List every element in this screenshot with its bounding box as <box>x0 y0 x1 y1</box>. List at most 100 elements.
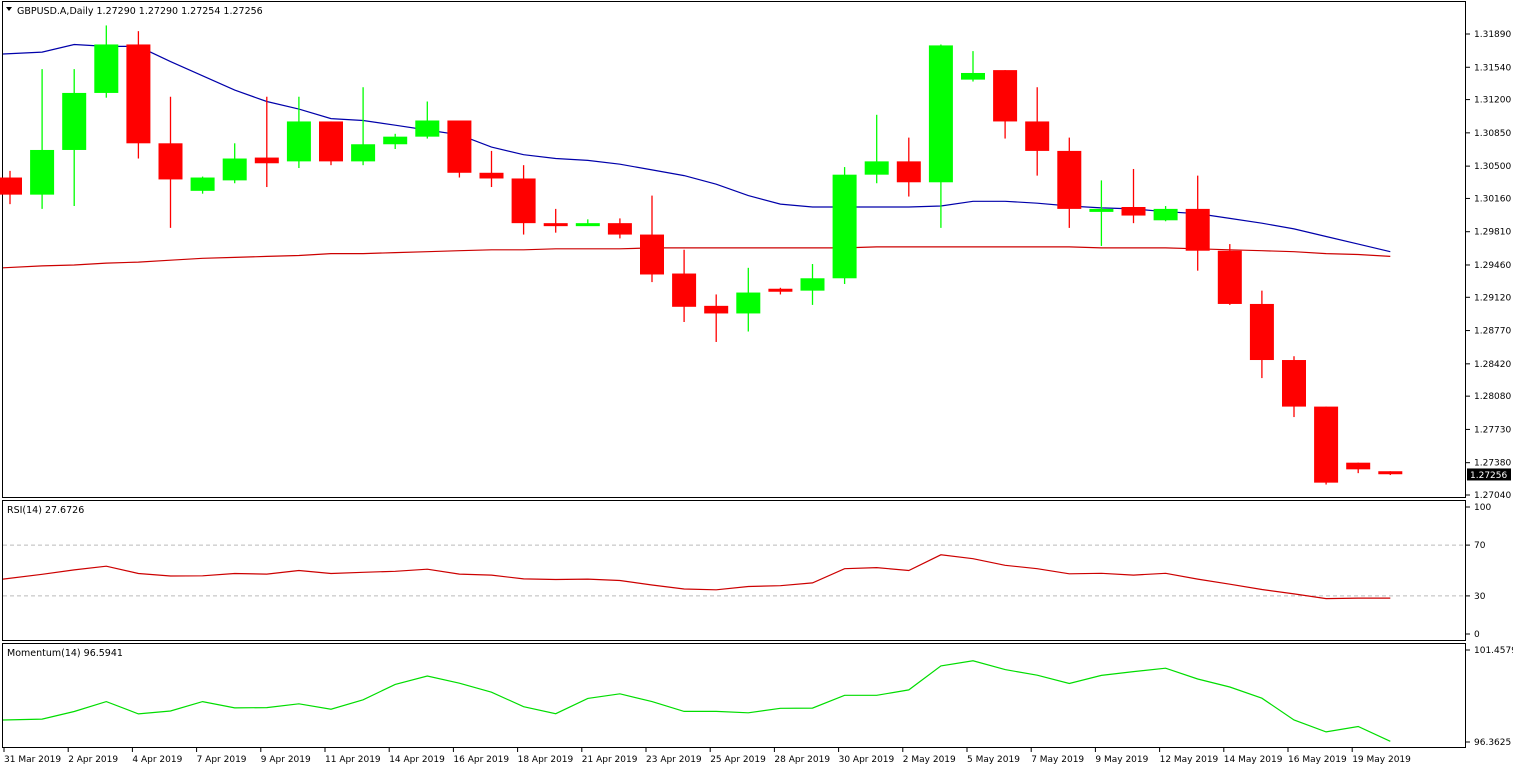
candle <box>1089 180 1114 246</box>
momentum-series <box>2 660 1391 742</box>
candle <box>94 25 119 98</box>
time-tick-label: 28 Apr 2019 <box>774 755 830 765</box>
candle <box>479 150 504 188</box>
candle <box>1057 137 1082 228</box>
price-tick-label: 1.29460 <box>1474 261 1511 271</box>
time-tick-label: 31 Mar 2019 <box>4 755 61 765</box>
candle-body <box>0 177 22 195</box>
candle <box>222 143 247 184</box>
candle <box>126 31 151 159</box>
candle <box>1153 206 1178 222</box>
candle <box>62 69 87 207</box>
price-tick-label: 1.30500 <box>1474 162 1511 172</box>
candle-body <box>254 157 279 164</box>
candle-body <box>1025 121 1050 151</box>
rsi-tick-label: 70 <box>1474 541 1486 551</box>
candle <box>543 208 568 233</box>
time-tick-label: 11 Apr 2019 <box>325 755 381 765</box>
time-tick-label: 30 Apr 2019 <box>839 755 895 765</box>
momentum-tick-label: 96.3625 <box>1474 738 1511 748</box>
candle <box>672 249 697 323</box>
price-tick-label: 1.31200 <box>1474 96 1511 106</box>
time-tick-label: 21 Apr 2019 <box>582 755 638 765</box>
candle-body <box>415 120 440 137</box>
candle-body <box>447 120 472 173</box>
price-tick-label: 1.28080 <box>1474 392 1511 402</box>
candle <box>1249 290 1274 379</box>
candle-body <box>1217 250 1242 304</box>
momentum-axis: 101.4579 96.3625 <box>1465 646 1513 748</box>
candle-body <box>607 223 632 235</box>
candle-body <box>736 292 761 314</box>
candle-body <box>704 305 729 314</box>
momentum-tick-label: 101.4579 <box>1474 646 1513 656</box>
candle <box>158 96 183 228</box>
momentum-panel-header: Momentum(14) 96.5941 <box>7 648 123 659</box>
candle-body <box>351 144 376 162</box>
candle <box>575 219 600 227</box>
main-panel-frame <box>2 1 1466 498</box>
candle-body <box>575 223 600 227</box>
candle-body <box>1249 303 1274 361</box>
momentum-line <box>2 660 1391 742</box>
candle <box>511 165 536 235</box>
price-tick-label: 1.31540 <box>1474 63 1511 73</box>
time-axis: 31 Mar 2019 2 Apr 2019 4 Apr 2019 7 Apr 201… <box>3 748 1411 765</box>
price-tick-label: 1.29810 <box>1474 228 1511 238</box>
candle <box>383 133 408 150</box>
time-tick-label: 19 May 2019 <box>1352 755 1411 765</box>
price-tick-label: 1.31890 <box>1474 30 1511 40</box>
price-tick-label: 1.28420 <box>1474 360 1511 370</box>
candle <box>640 195 664 283</box>
time-tick-label: 23 Apr 2019 <box>646 755 702 765</box>
candle <box>928 44 953 228</box>
main-panel-header: GBPUSD.A,Daily 1.27290 1.27290 1.27254 1… <box>17 6 263 17</box>
candle <box>190 176 215 194</box>
time-tick-label: 2 May 2019 <box>903 755 956 765</box>
candle-body <box>1314 406 1339 483</box>
candle-body <box>1057 150 1082 209</box>
candle <box>896 137 921 197</box>
current-price-box <box>1467 468 1511 481</box>
candle-body <box>286 121 311 162</box>
momentum-panel-frame <box>2 643 1466 748</box>
candle <box>1282 356 1306 418</box>
time-tick-label: 16 Apr 2019 <box>453 755 509 765</box>
candle <box>704 294 729 342</box>
candle-body <box>1282 360 1306 407</box>
time-tick-label: 16 May 2019 <box>1288 755 1347 765</box>
candle <box>1025 87 1050 176</box>
candle-body <box>928 45 953 183</box>
candle <box>1314 406 1339 485</box>
candle-body <box>672 273 697 307</box>
candle <box>0 170 22 205</box>
candle-body <box>768 288 793 292</box>
candle-body <box>864 161 889 175</box>
candle <box>961 51 985 82</box>
candle <box>993 70 1018 139</box>
current-price-label: 1.27256 <box>1470 471 1507 481</box>
time-tick-label: 9 May 2019 <box>1095 755 1148 765</box>
dropdown-triangle-icon[interactable] <box>6 7 12 11</box>
candle <box>800 264 825 305</box>
candle <box>1217 244 1242 305</box>
candle <box>1121 168 1146 224</box>
candle-body <box>319 121 343 162</box>
candle-body <box>800 278 825 291</box>
candlestick-series[interactable] <box>0 25 1403 485</box>
candle-body <box>1185 208 1210 251</box>
candle-body <box>961 72 985 80</box>
rsi-panel-frame <box>2 500 1466 641</box>
candle <box>30 69 55 209</box>
candle-body <box>126 44 151 144</box>
time-tick-label: 14 May 2019 <box>1224 755 1283 765</box>
candle <box>286 96 311 169</box>
candle-body <box>1153 208 1178 221</box>
rsi-tick-label: 100 <box>1474 503 1491 513</box>
candle <box>319 121 343 166</box>
candle-body <box>1378 471 1403 475</box>
price-tick-label: 1.28770 <box>1474 327 1511 337</box>
candle <box>254 96 279 188</box>
candle <box>736 267 761 332</box>
